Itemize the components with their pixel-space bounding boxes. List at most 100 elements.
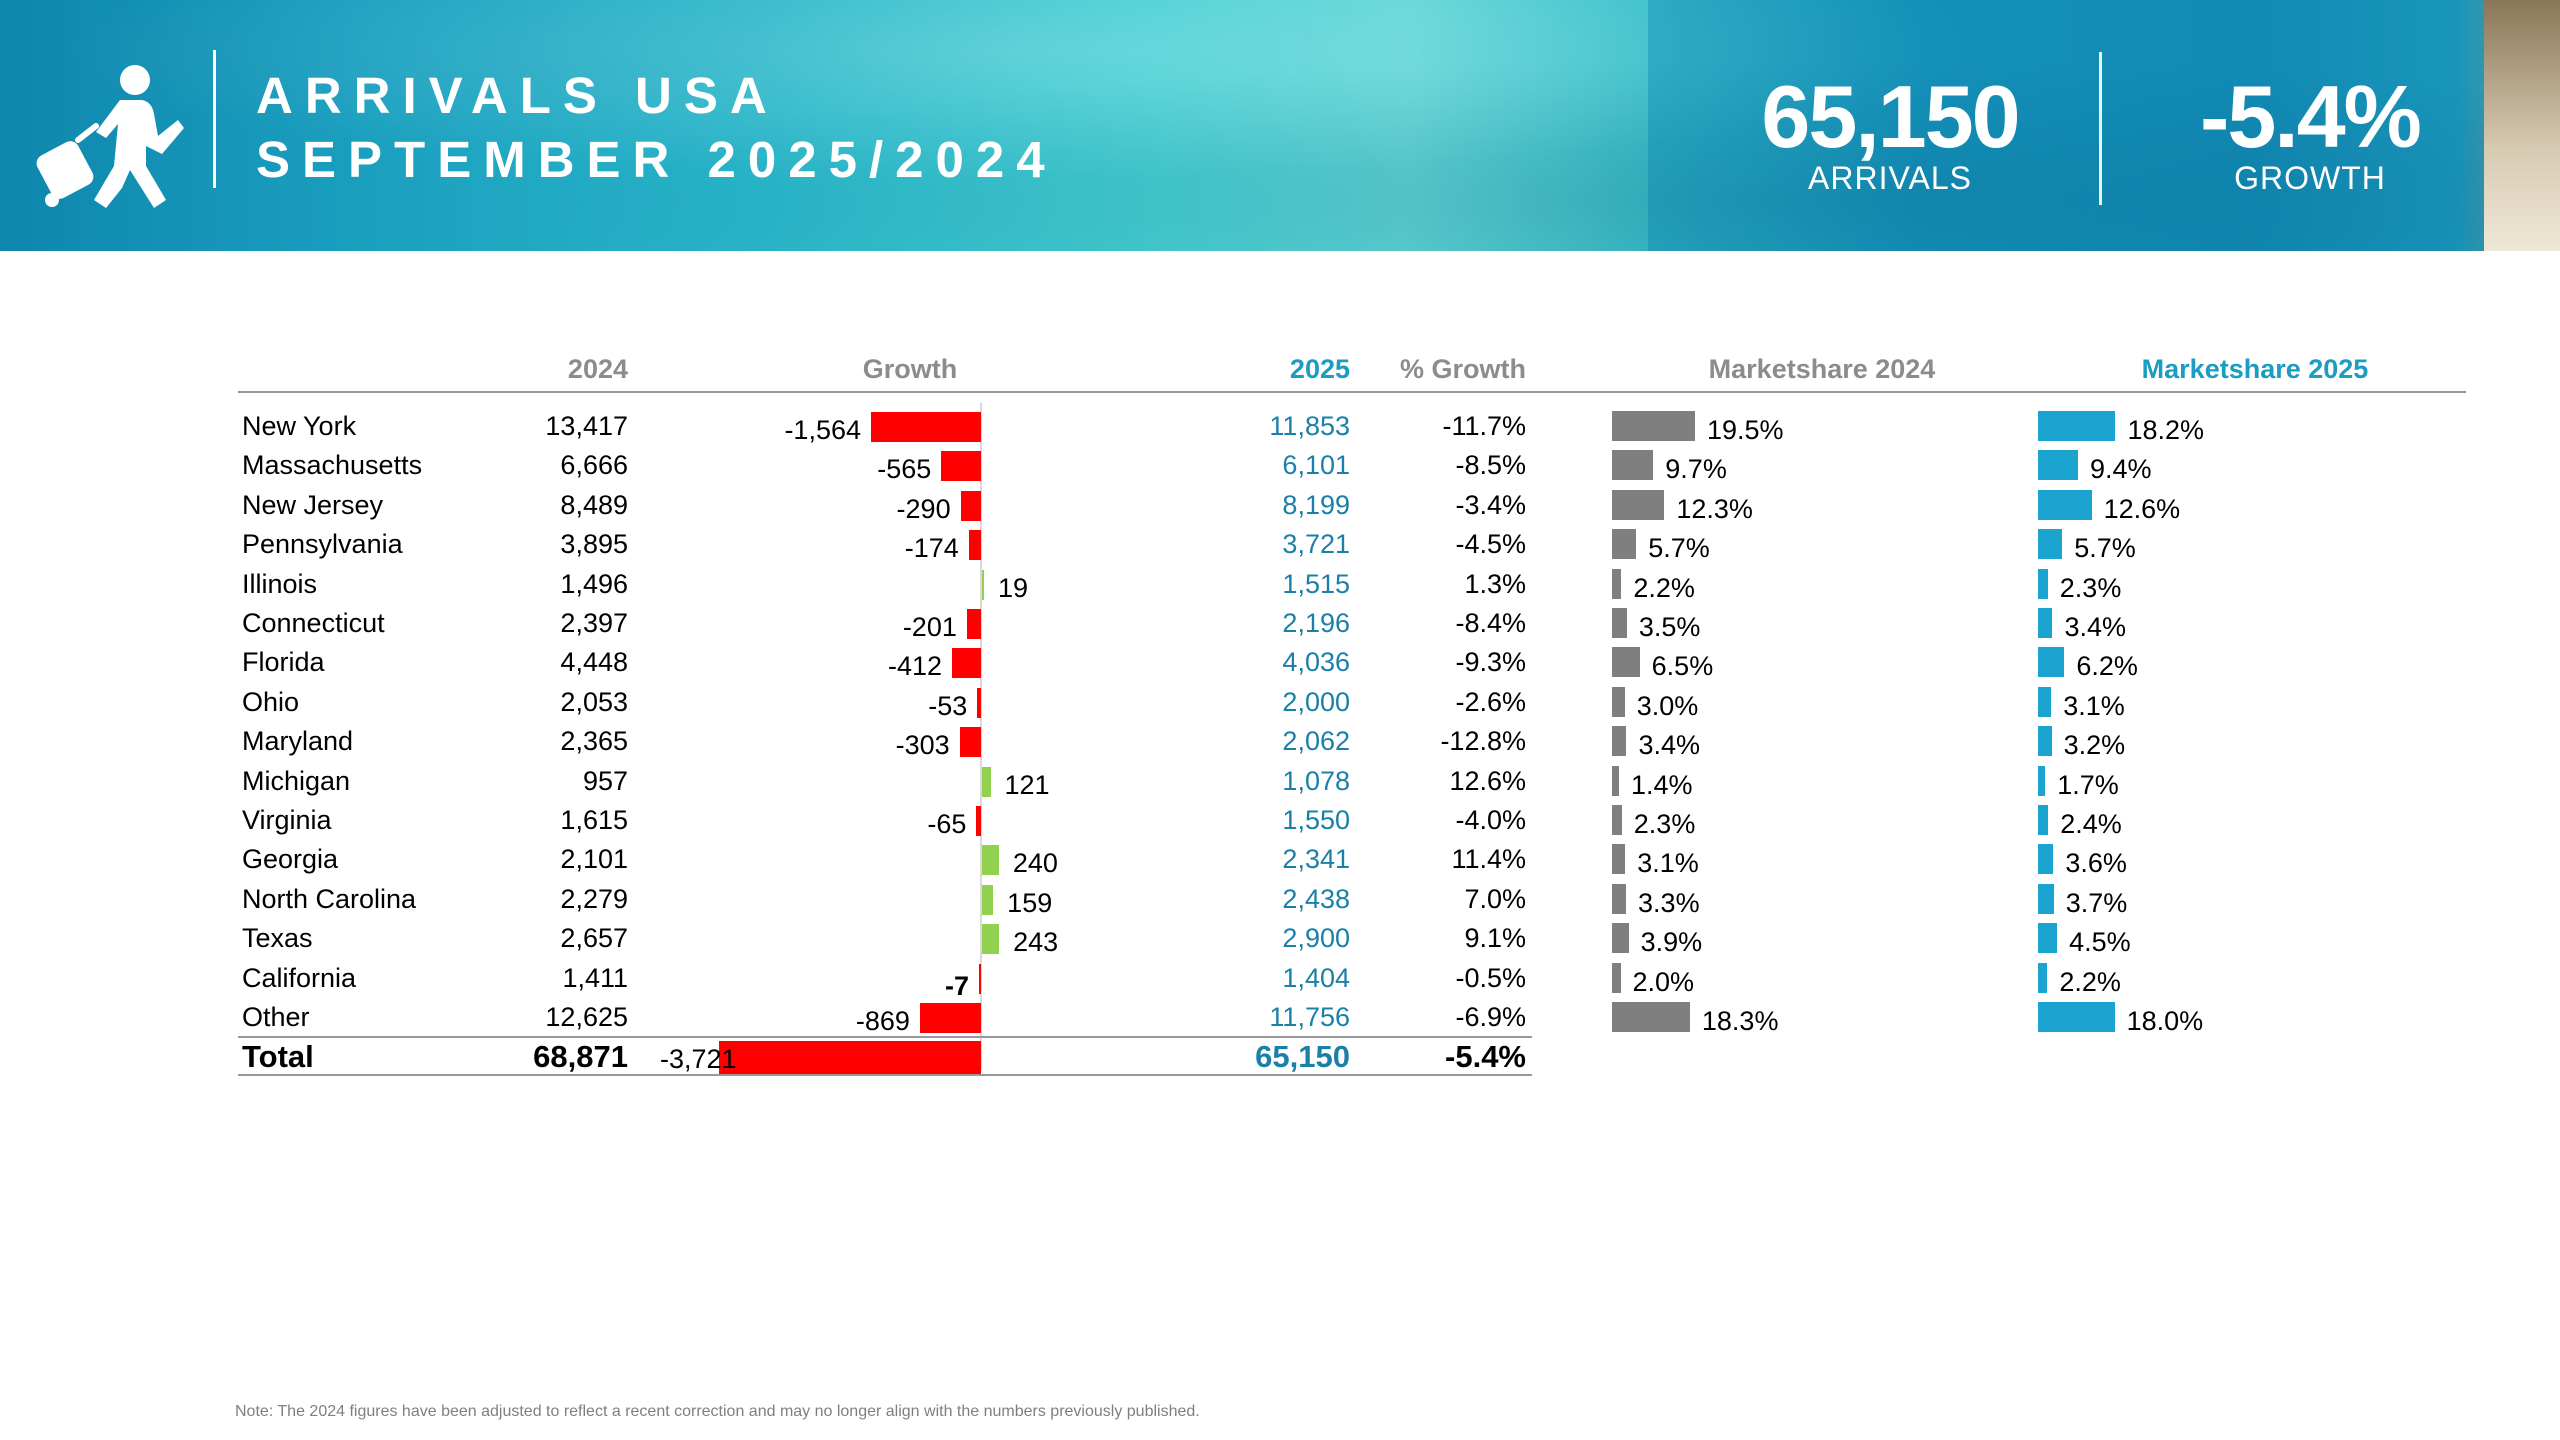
pct-growth: 7.0% — [1464, 883, 1526, 914]
marketshare-2024-bar — [1612, 489, 1665, 520]
growth-value-label: -1,564 — [784, 415, 861, 445]
marketshare-2024-bar — [1612, 411, 1695, 441]
title-line-2: SEPTEMBER 2025/2024 — [256, 131, 1057, 188]
marketshare-2024-label: 2.0% — [1632, 966, 1695, 997]
growth-value-label: -53 — [928, 690, 968, 721]
pct-growth: -4.5% — [1455, 529, 1526, 560]
pct-growth: -5.4% — [1445, 1039, 1526, 1074]
growth-bar — [982, 845, 999, 876]
marketshare-2025-bar — [2038, 686, 2052, 717]
pct-growth: -0.5% — [1455, 962, 1526, 993]
column-header-2025: 2025 — [1289, 354, 1350, 384]
marketshare-2024-bar — [1612, 568, 1622, 599]
growth-bar — [871, 412, 981, 442]
value-2025: 1,078 — [1282, 765, 1350, 796]
value-2025: 65,150 — [1255, 1039, 1350, 1074]
marketshare-2025-label: 3.7% — [2065, 887, 2128, 918]
state-name: Virginia — [242, 805, 332, 835]
state-name: Texas — [242, 923, 313, 954]
state-name: Florida — [242, 647, 325, 678]
header-banner: ARRIVALS USA SEPTEMBER 2025/2024 65,150 … — [0, 0, 2560, 251]
column-header-marketshare-2024: Marketshare 2024 — [1708, 354, 1936, 384]
marketshare-2025-label: 18.0% — [2126, 1006, 2204, 1036]
marketshare-2025-label: 3.4% — [2064, 612, 2127, 642]
header-rule — [238, 391, 2466, 393]
marketshare-2024-label: 6.5% — [1651, 651, 1714, 682]
value-2025: 2,341 — [1282, 844, 1350, 875]
state-name: Massachusetts — [242, 450, 423, 481]
arrivals-kpi-label: ARRIVALS — [1808, 160, 1972, 196]
state-name: Connecticut — [242, 608, 385, 638]
marketshare-2025-label: 3.2% — [2063, 730, 2126, 761]
growth-bar — [982, 569, 984, 600]
pct-growth: -11.7% — [1442, 411, 1526, 441]
value-2024: 12,625 — [545, 1002, 628, 1032]
value-2025: 6,101 — [1282, 450, 1350, 481]
marketshare-2025-bar — [2038, 1002, 2115, 1032]
growth-bar — [982, 766, 991, 797]
growth-value-label: -290 — [896, 493, 951, 524]
marketshare-2025-bar — [2038, 883, 2054, 914]
growth-value-label: 19 — [998, 572, 1029, 603]
marketshare-2025-bar — [2038, 923, 2058, 954]
marketshare-2024-label: 2.3% — [1633, 809, 1696, 839]
marketshare-2024-label: 3.9% — [1640, 927, 1703, 958]
value-2025: 1,515 — [1282, 568, 1350, 599]
pct-growth: -8.5% — [1455, 450, 1526, 481]
marketshare-2025-bar — [2038, 844, 2054, 875]
marketshare-2025-bar — [2038, 647, 2065, 678]
marketshare-2024-bar — [1612, 844, 1626, 875]
value-2025: 11,756 — [1269, 1002, 1350, 1032]
marketshare-2025-label: 18.2% — [2127, 415, 2205, 445]
marketshare-2025-bar — [2038, 765, 2046, 796]
growth-zero-axis — [980, 403, 982, 1071]
marketshare-2024-label: 9.7% — [1665, 454, 1727, 485]
value-2025: 4,036 — [1282, 647, 1350, 678]
growth-value-label: -869 — [855, 1006, 910, 1036]
pct-growth: -3.4% — [1455, 489, 1526, 520]
growth-value-label: 121 — [1004, 769, 1050, 800]
column-header-marketshare-2025: Marketshare 2025 — [2141, 354, 2369, 384]
marketshare-2025-bar — [2038, 568, 2048, 599]
marketshare-2025-bar — [2038, 805, 2049, 835]
marketshare-2025-label: 6.2% — [2076, 651, 2138, 682]
total-top-rule — [238, 1036, 1532, 1038]
state-name: Georgia — [242, 844, 339, 875]
marketshare-2024-label: 12.3% — [1676, 493, 1753, 524]
marketshare-2024-bar — [1612, 923, 1629, 954]
state-name: Maryland — [242, 726, 354, 757]
growth-value-label: -174 — [904, 533, 959, 564]
value-2025: 2,900 — [1282, 923, 1350, 954]
marketshare-2025-bar — [2038, 608, 2053, 638]
value-2024: 3,895 — [560, 529, 628, 560]
marketshare-2024-label: 3.0% — [1636, 690, 1699, 721]
marketshare-2024-bar — [1612, 805, 1622, 835]
pct-growth: -8.4% — [1455, 608, 1526, 638]
growth-bar — [977, 687, 981, 718]
growth-bar — [982, 884, 994, 915]
marketshare-2025-label: 4.5% — [2069, 927, 2131, 958]
marketshare-2024-bar — [1612, 529, 1637, 560]
value-2024: 2,101 — [560, 844, 628, 875]
marketshare-2025-label: 2.2% — [2059, 966, 2121, 997]
header-water-texture — [0, 0, 2560, 251]
state-name: Other — [242, 1002, 310, 1032]
column-header-growth: Growth — [862, 354, 958, 384]
marketshare-2025-bar — [2038, 489, 2092, 520]
marketshare-2025-label: 2.3% — [2059, 572, 2122, 603]
value-2024: 2,657 — [560, 923, 628, 954]
marketshare-2025-label: 3.6% — [2065, 848, 2127, 879]
marketshare-2025-label: 2.4% — [2060, 809, 2122, 839]
marketshare-2025-label: 9.4% — [2090, 454, 2152, 485]
header-divider — [213, 50, 216, 188]
marketshare-2025-label: 3.1% — [2063, 690, 2125, 721]
growth-value-label: -7 — [944, 970, 969, 1001]
marketshare-2025-label: 12.6% — [2103, 493, 2181, 524]
marketshare-2024-label: 3.5% — [1638, 612, 1701, 642]
state-name: Ohio — [242, 686, 300, 717]
marketshare-2024-bar — [1612, 765, 1619, 796]
value-2024: 13,417 — [545, 411, 628, 441]
value-2024: 957 — [582, 765, 628, 796]
pct-growth: 9.1% — [1464, 923, 1526, 954]
value-2024: 68,871 — [533, 1039, 628, 1074]
